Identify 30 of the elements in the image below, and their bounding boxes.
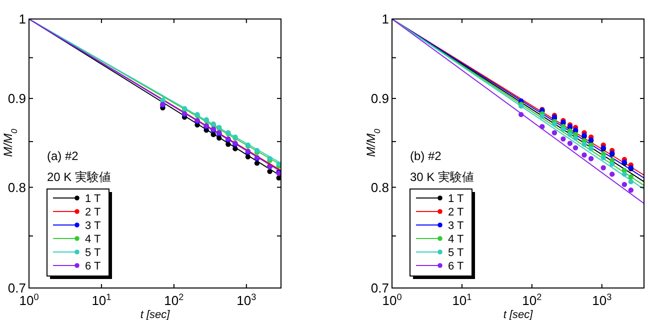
annotation: 30 K 実験値 [410, 170, 474, 184]
y-tick-label: 1 [382, 12, 389, 26]
x-tick-label: 10$^{1}$ [452, 292, 472, 308]
legend-label: 5 T [85, 247, 101, 259]
x-tick-label: 10$^{2}$ [522, 292, 542, 308]
legend-label: 3 T [448, 220, 464, 232]
y-tick-label: 1 [18, 12, 26, 26]
x-axis-title: t [sec] [503, 309, 534, 320]
legend-label: 3 T [85, 220, 101, 232]
annotation: (b) #2 [410, 149, 442, 163]
x-tick-label: 10$^{2}$ [164, 292, 184, 308]
x-axis-title: t [sec] [140, 309, 171, 320]
legend-label: 2 T [448, 206, 464, 218]
y-tick-label: 0.9 [370, 90, 389, 106]
x-tick-label: 10$^{3}$ [592, 292, 612, 308]
legend-label: 1 T [85, 193, 101, 205]
x-tick-label: 10$^{3}$ [236, 292, 256, 308]
annotation: 20 K 実験値 [47, 170, 112, 184]
legend-label: 2 T [85, 206, 101, 218]
legend-label: 1 T [448, 193, 464, 205]
y-tick-label: 0.8 [370, 180, 389, 195]
annotation: (a) #2 [47, 149, 79, 163]
legend-label: 4 T [448, 234, 464, 246]
y-tick-label: 0.8 [8, 180, 26, 195]
legend-label: 6 T [448, 260, 464, 272]
legend-label: 6 T [85, 260, 101, 272]
x-tick-label: 10$^{1}$ [92, 292, 112, 308]
y-tick-label: 0.9 [8, 90, 26, 106]
legend-label: 4 T [85, 234, 101, 246]
legend-label: 5 T [448, 247, 464, 259]
